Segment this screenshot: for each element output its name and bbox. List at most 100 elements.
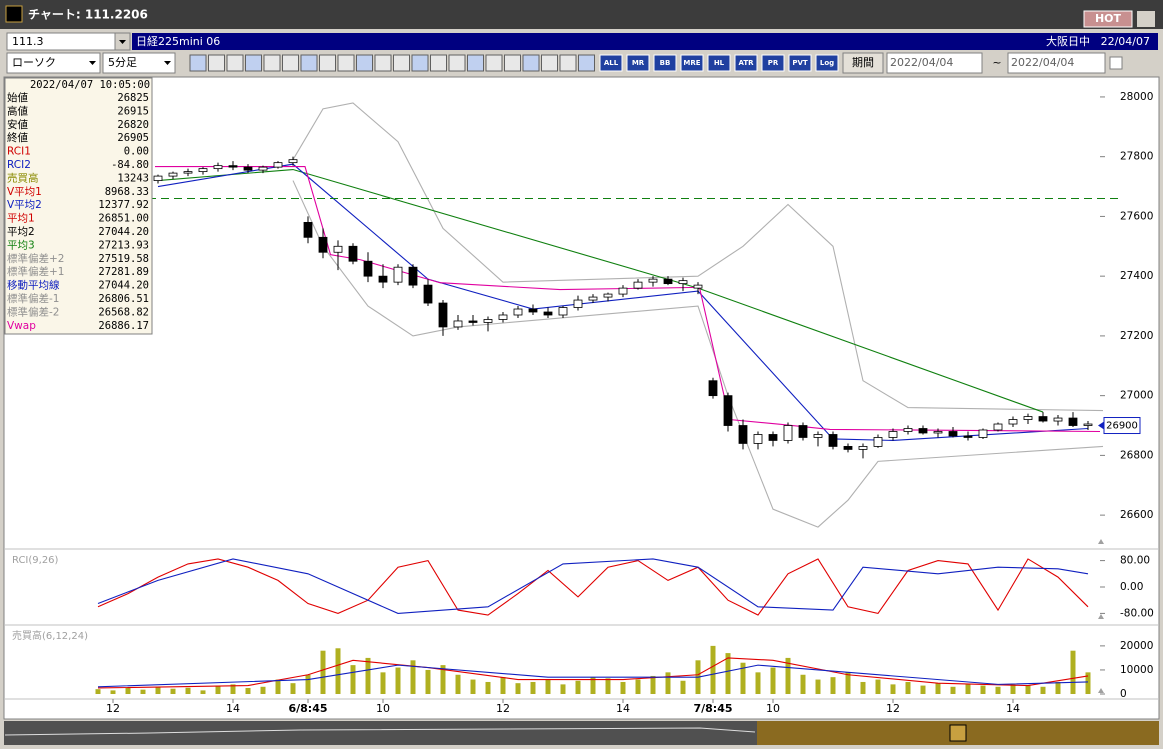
x-tick-label: 10: [376, 702, 390, 715]
tool-icon[interactable]: [189, 54, 207, 72]
tool-icon[interactable]: [578, 54, 595, 72]
tool-icon[interactable]: [522, 54, 540, 72]
tool-icon[interactable]: [541, 54, 558, 72]
x-tick-label: 14: [226, 702, 240, 715]
candle-body: [183, 171, 193, 174]
info-value: 26820: [117, 119, 149, 131]
candle-body: [228, 165, 238, 168]
interval-select[interactable]: [102, 52, 176, 74]
close-button[interactable]: [1137, 11, 1155, 27]
tool-icon[interactable]: [653, 54, 677, 72]
info-label: 移動平均線: [7, 279, 60, 292]
tool-icon[interactable]: [680, 54, 704, 72]
y-tick-label: 27000: [1120, 390, 1153, 402]
checkbox[interactable]: [1109, 56, 1123, 70]
tool-icon[interactable]: [245, 54, 262, 72]
volume-bar: [290, 683, 296, 694]
tool-icon[interactable]: [208, 54, 225, 72]
volume-bar: [680, 680, 686, 694]
candle-body: [498, 314, 508, 320]
candle-body: [378, 275, 388, 283]
period-button[interactable]: [842, 52, 884, 74]
info-label: 終値: [7, 131, 28, 144]
y-tick-label: 27400: [1120, 270, 1153, 282]
y-tick-label: 26800: [1120, 449, 1153, 461]
candle-body: [678, 280, 688, 285]
tool-icon[interactable]: [599, 54, 623, 72]
volume-bar: [815, 679, 821, 694]
tool-icon[interactable]: [393, 54, 410, 72]
tool-icon[interactable]: [734, 54, 758, 72]
volume-bar: [800, 674, 806, 694]
last-price-label: 26900: [1106, 421, 1138, 432]
volume-bar: [410, 660, 416, 694]
tool-icon[interactable]: [467, 54, 484, 72]
volume-bar: [860, 681, 866, 694]
volume-bar: [200, 690, 206, 694]
candle-body: [1038, 416, 1048, 422]
x-tick-label: 10: [766, 702, 780, 715]
period-label: 期間: [852, 56, 874, 69]
volume-bar: [950, 686, 956, 694]
tool-icon[interactable]: [356, 54, 373, 72]
candle-body: [288, 159, 298, 164]
tool-icon[interactable]: [707, 54, 731, 72]
tool-icon[interactable]: [448, 54, 466, 72]
tool-icon-label: BB: [660, 59, 671, 67]
volume-bar: [485, 681, 491, 694]
last-price-box: [1103, 417, 1141, 435]
indicator-line: [97, 558, 1089, 614]
info-label: RCI2: [7, 159, 31, 171]
candle-body: [798, 425, 808, 438]
indicator-line: [157, 163, 1089, 442]
tool-icon[interactable]: [300, 54, 318, 72]
volume-bar: [305, 674, 311, 694]
tool-icon[interactable]: [815, 54, 839, 72]
volume-bar: [350, 665, 356, 694]
volume-bar: [1085, 672, 1091, 694]
tool-icon[interactable]: [411, 54, 429, 72]
candle-body: [603, 293, 613, 298]
y-tick-label: 27200: [1120, 330, 1153, 342]
tool-icon[interactable]: [263, 54, 281, 72]
volume-bar: [275, 679, 281, 694]
volume-bar: [965, 684, 971, 694]
candle-body: [633, 281, 643, 289]
tool-icon[interactable]: [226, 54, 244, 72]
candle-body: [813, 434, 823, 438]
tool-icon[interactable]: [337, 54, 355, 72]
tool-icon[interactable]: [319, 54, 336, 72]
candle-body: [723, 395, 733, 426]
volume-bar: [770, 667, 776, 694]
x-tick-label: 14: [1006, 702, 1020, 715]
tool-icon[interactable]: [626, 54, 650, 72]
tool-icon[interactable]: [430, 54, 447, 72]
candle-body: [618, 287, 628, 295]
volume-bar: [755, 672, 761, 694]
chart-type-select[interactable]: [6, 52, 101, 74]
tool-icon[interactable]: [374, 54, 392, 72]
hot-button[interactable]: [1083, 10, 1133, 28]
info-value: 26825: [117, 92, 149, 104]
info-value: 26851.00: [98, 213, 149, 225]
volume-bar: [125, 687, 131, 694]
tool-icon[interactable]: [485, 54, 503, 72]
volume-bar: [830, 677, 836, 694]
info-value: 26915: [117, 105, 149, 117]
tool-icon[interactable]: [504, 54, 521, 72]
volume-bar: [620, 681, 626, 694]
volume-bar: [635, 679, 641, 694]
volume-bar: [185, 687, 191, 694]
to-input[interactable]: [1007, 52, 1106, 74]
tool-icon[interactable]: [559, 54, 577, 72]
volume-bar: [785, 657, 791, 694]
candle-body: [438, 302, 448, 328]
candle-body: [843, 446, 853, 450]
from-input[interactable]: [886, 52, 983, 74]
volume-bar: [845, 672, 851, 694]
overview-line: [4, 727, 756, 736]
scroll-thumb[interactable]: [949, 724, 967, 742]
tool-icon[interactable]: [761, 54, 785, 72]
tool-icon[interactable]: [788, 54, 812, 72]
tool-icon[interactable]: [282, 54, 299, 72]
